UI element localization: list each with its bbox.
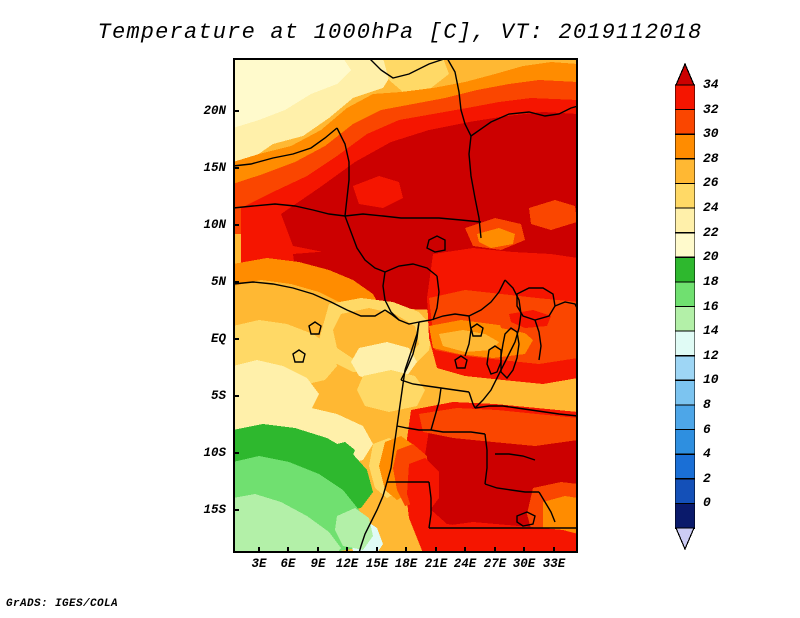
y-axis-label-15N: 15N: [203, 161, 226, 175]
colorbar-tick-label-2: 2: [703, 470, 711, 486]
x-axis-label-12E: 12E: [335, 557, 359, 571]
colorbar-band: [675, 158, 695, 185]
y-axis-label-EQ: EQ: [210, 332, 226, 346]
y-axis-label-15S: 15S: [203, 503, 226, 517]
colorbar-under-cap: [675, 527, 695, 550]
colorbar-band: [675, 379, 695, 407]
colorbar-band: [675, 478, 695, 505]
colorbar-tick-label-0: 0: [703, 495, 711, 511]
y-tick-10S: [233, 452, 239, 454]
colorbar-tick-label-12: 12: [703, 347, 719, 363]
colorbar-band: [675, 330, 695, 357]
y-tick-10N: [233, 224, 239, 226]
x-tick-21E: [435, 547, 437, 553]
y-axis-label-5N: 5N: [210, 275, 226, 289]
colorbar-band: [675, 182, 695, 210]
x-tick-12E: [346, 547, 348, 553]
colorbar-band: [675, 305, 695, 333]
colorbar-tick-label-34: 34: [703, 77, 719, 92]
x-axis-label-27E: 27E: [483, 557, 507, 571]
colorbar-tick-label-20: 20: [703, 249, 719, 265]
colorbar-tick-label-22: 22: [703, 224, 719, 240]
x-tick-15E: [376, 547, 378, 553]
colorbar-tick-label-32: 32: [703, 101, 719, 117]
colorbar-tick-label-24: 24: [703, 200, 719, 216]
colorbar-band: [675, 453, 695, 480]
x-tick-27E: [494, 547, 496, 553]
colorbar: [675, 63, 695, 550]
x-axis-label-24E: 24E: [453, 557, 477, 571]
colorbar-tick-label-26: 26: [703, 175, 719, 191]
heatmap-canvas: [233, 58, 578, 553]
y-axis-label-20N: 20N: [203, 104, 226, 118]
colorbar-tick-label-4: 4: [703, 446, 711, 462]
x-tick-9E: [317, 547, 319, 553]
x-axis-label-9E: 9E: [310, 557, 326, 571]
y-tick-EQ: [233, 338, 239, 340]
colorbar-band: [675, 207, 695, 234]
colorbar-tick-label-30: 30: [703, 126, 719, 142]
colorbar-band: [675, 281, 695, 308]
colorbar-tick-label-8: 8: [703, 396, 711, 412]
x-tick-33E: [553, 547, 555, 553]
x-tick-24E: [464, 547, 466, 553]
colorbar-tick-label-14: 14: [703, 323, 719, 339]
temperature-heatmap: [233, 58, 578, 553]
grads-credit: GrADS: IGES/COLA: [6, 598, 119, 610]
y-axis-label-5S: 5S: [210, 389, 226, 403]
x-axis-label-18E: 18E: [394, 557, 418, 571]
x-axis-label-6E: 6E: [280, 557, 296, 571]
colorbar-band: [675, 502, 695, 530]
colorbar-band: [675, 109, 695, 136]
colorbar-band: [675, 428, 695, 456]
x-axis-label-21E: 21E: [424, 557, 448, 571]
x-axis-label-33E: 33E: [542, 557, 566, 571]
x-axis-label-15E: 15E: [365, 557, 389, 571]
colorbar-band: [675, 256, 695, 284]
colorbar-band: [675, 404, 695, 431]
y-axis-label-10N: 10N: [203, 218, 226, 232]
x-tick-30E: [523, 547, 525, 553]
page-title: Temperature at 1000hPa [C], VT: 20191120…: [97, 20, 703, 45]
x-axis-label-3E: 3E: [251, 557, 267, 571]
y-axis-label-10S: 10S: [203, 446, 226, 460]
x-axis-label-30E: 30E: [512, 557, 536, 571]
x-tick-3E: [258, 547, 260, 553]
colorbar-tick-label-6: 6: [703, 421, 711, 437]
x-tick-18E: [405, 547, 407, 553]
colorbar-swatches: [675, 63, 695, 550]
colorbar-band: [675, 84, 695, 111]
colorbar-tick-label-28: 28: [703, 150, 719, 166]
colorbar-tick-label-10: 10: [703, 372, 719, 388]
y-tick-5S: [233, 395, 239, 397]
colorbar-band: [675, 133, 695, 161]
colorbar-tick-label-18: 18: [703, 273, 719, 289]
y-tick-5N: [233, 281, 239, 283]
colorbar-over-cap: [675, 63, 695, 86]
y-tick-15S: [233, 509, 239, 511]
y-tick-15N: [233, 167, 239, 169]
colorbar-band: [675, 355, 695, 382]
y-tick-20N: [233, 110, 239, 112]
colorbar-tick-label-16: 16: [703, 298, 719, 314]
x-tick-6E: [287, 547, 289, 553]
colorbar-band: [675, 232, 695, 259]
